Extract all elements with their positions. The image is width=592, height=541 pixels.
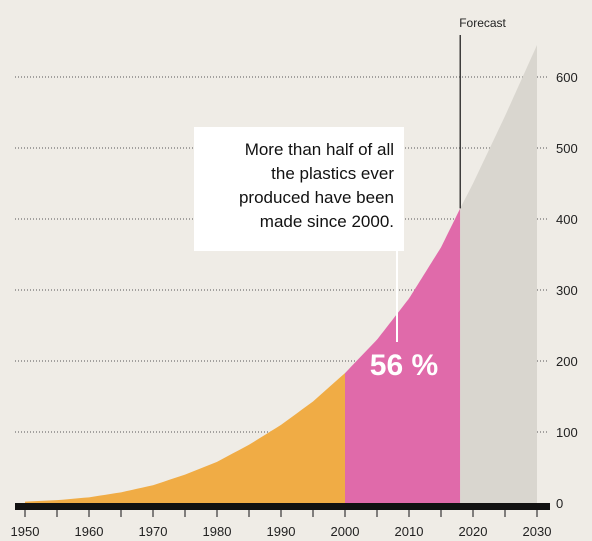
x-tick-label-1990: 1990 — [267, 524, 296, 539]
x-tick-label-2010: 2010 — [395, 524, 424, 539]
y-tick-label-500: 500 — [556, 141, 578, 156]
x-axis — [15, 503, 550, 517]
x-tick-label-1970: 1970 — [139, 524, 168, 539]
callout-line-4: made since 2000. — [260, 212, 394, 231]
callout-line-2: the plastics ever — [271, 164, 394, 183]
forecast-label: Forecast — [459, 16, 506, 30]
area-segments — [25, 45, 537, 504]
y-tick-label-100: 100 — [556, 425, 578, 440]
percent-label: 56 % — [370, 349, 438, 382]
y-tick-label-300: 300 — [556, 283, 578, 298]
x-axis-labels: 1950 1960 1970 1980 1990 2000 2010 2020 2030 — [11, 524, 552, 539]
y-axis-labels: 0 100 200 300 400 500 600 — [556, 70, 578, 511]
callout-line-3: produced have been — [239, 188, 394, 207]
y-tick-label-400: 400 — [556, 212, 578, 227]
x-tick-label-2020: 2020 — [459, 524, 488, 539]
x-axis-bar — [15, 503, 550, 510]
x-tick-label-2030: 2030 — [523, 524, 552, 539]
y-tick-label-200: 200 — [556, 354, 578, 369]
x-tick-label-2000: 2000 — [331, 524, 360, 539]
area-segment-2000-2018 — [345, 208, 461, 503]
x-tick-label-1980: 1980 — [203, 524, 232, 539]
x-tick-label-1960: 1960 — [75, 524, 104, 539]
area-segment-2018-2030 — [460, 45, 537, 504]
x-tick-label-1950: 1950 — [11, 524, 40, 539]
area-segment-1950-2000 — [25, 373, 345, 503]
y-tick-label-600: 600 — [556, 70, 578, 85]
annotations: Forecast More than half of all the plastic… — [194, 16, 507, 382]
callout-box — [194, 127, 404, 251]
callout-line-1: More than half of all — [245, 140, 394, 159]
y-tick-label-0: 0 — [556, 496, 563, 511]
